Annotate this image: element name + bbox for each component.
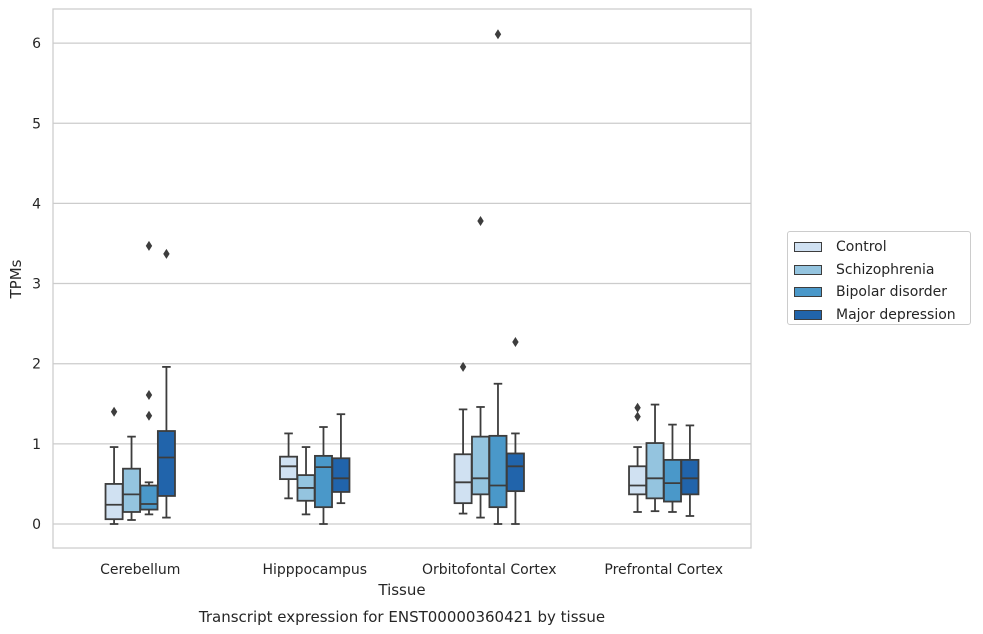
legend: Control Schizophrenia Bipolar disorder Majo… xyxy=(787,231,971,325)
outlier-point-2 xyxy=(145,389,153,400)
box-4-2 xyxy=(645,403,665,513)
legend-label: Schizophrenia xyxy=(836,261,935,278)
legend-swatch xyxy=(794,264,822,275)
legend-swatch xyxy=(794,309,822,320)
box-1-2 xyxy=(122,435,141,521)
legend-item-3: Bipolar disorder xyxy=(794,281,964,304)
box-iqr xyxy=(453,453,473,505)
box-4-3 xyxy=(663,423,682,513)
outlier-point-1 xyxy=(477,216,484,227)
box-iqr xyxy=(505,452,525,493)
box-groups xyxy=(104,29,700,525)
box-3-2 xyxy=(471,216,490,519)
legend-label: Bipolar disorder xyxy=(836,284,948,301)
box-iqr xyxy=(156,430,176,497)
box-1-3 xyxy=(139,240,159,516)
outlier-point-1 xyxy=(110,406,118,417)
box-iqr xyxy=(104,483,124,521)
box-iqr xyxy=(628,465,648,496)
box-iqr xyxy=(139,484,159,511)
box-iqr xyxy=(279,455,299,481)
x-tick-label-4: Prefrontal Cortex xyxy=(604,562,723,578)
outlier-point-1 xyxy=(494,29,502,40)
box-4-1 xyxy=(628,402,648,513)
chart-caption: Transcript expression for ENST0000036042… xyxy=(198,608,605,626)
y-tick-label-5: 5 xyxy=(32,116,41,132)
legend-item-2: Schizophrenia xyxy=(794,259,964,282)
x-tick-label-3: Orbitofontal Cortex xyxy=(422,562,557,578)
y-tick-label-2: 2 xyxy=(32,357,41,373)
legend-swatch xyxy=(794,242,822,253)
x-tick-label-1: Cerebellum xyxy=(100,562,180,578)
box-3-1 xyxy=(453,361,473,515)
outlier-point-1 xyxy=(512,337,519,348)
y-tick-label-0: 0 xyxy=(32,517,41,533)
x-tick-label-2: Hipppocampus xyxy=(262,562,367,578)
x-axis-label: Tissue xyxy=(377,581,425,599)
box-iqr xyxy=(122,467,141,513)
outlier-point-1 xyxy=(163,248,170,259)
box-2-1 xyxy=(279,432,299,500)
outlier-point-1 xyxy=(634,411,641,422)
box-iqr xyxy=(663,458,682,503)
box-4-4 xyxy=(680,424,700,517)
box-iqr xyxy=(645,442,665,500)
plot-area-frame xyxy=(52,8,752,549)
box-2-3 xyxy=(314,426,333,525)
legend-label: Control xyxy=(836,239,887,256)
legend-item-1: Control xyxy=(794,236,964,259)
box-iqr xyxy=(680,458,700,496)
box-3-4 xyxy=(505,337,525,525)
box-1-1 xyxy=(104,406,124,525)
outlier-point-2 xyxy=(634,402,641,413)
y-tick-labels: 0 1 2 3 4 5 6 xyxy=(32,36,41,533)
box-iqr xyxy=(471,435,490,496)
y-tick-label-6: 6 xyxy=(32,36,41,52)
legend-swatch xyxy=(794,287,822,298)
outlier-point-1 xyxy=(145,410,153,421)
outlier-point-3 xyxy=(145,240,153,251)
y-tick-label-4: 4 xyxy=(32,196,41,212)
box-1-4 xyxy=(156,248,176,519)
legend-item-4: Major depression xyxy=(794,304,964,327)
y-axis-label: TPMs xyxy=(7,259,25,299)
outlier-point-1 xyxy=(459,361,467,372)
box-iqr xyxy=(331,457,351,493)
box-2-2 xyxy=(296,446,316,516)
legend-label: Major depression xyxy=(836,306,956,323)
box-3-3 xyxy=(488,29,508,525)
y-tick-label-3: 3 xyxy=(32,277,41,293)
box-2-4 xyxy=(331,413,351,505)
box-iqr xyxy=(314,454,333,509)
y-tick-label-1: 1 xyxy=(32,437,41,453)
x-tick-labels: Cerebellum Hipppocampus Orbitofontal Corte… xyxy=(100,562,723,578)
box-iqr xyxy=(488,434,508,509)
